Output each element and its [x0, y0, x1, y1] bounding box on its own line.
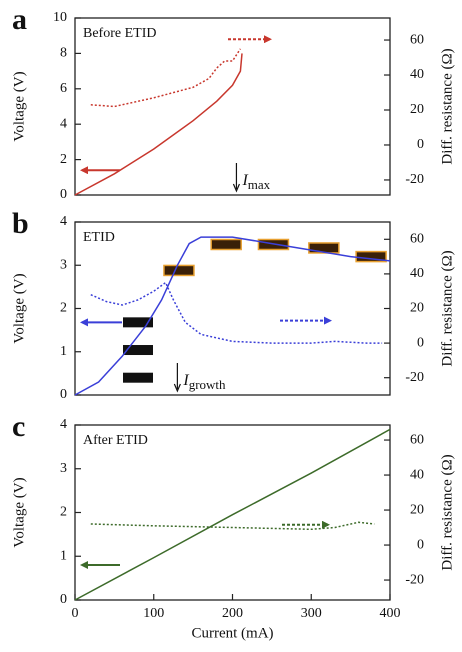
annotation-symbol: I: [241, 172, 248, 189]
data-line: [90, 521, 375, 531]
y-tick-label: 2: [60, 152, 67, 167]
y-axis-label: Voltage (V): [11, 273, 27, 343]
x-tick-label: 100: [143, 606, 164, 621]
data-line: [90, 48, 242, 108]
plot-frame: [74, 17, 391, 196]
y-tick-label: 4: [60, 116, 67, 131]
y-tick-label: 0: [60, 592, 67, 607]
y-tick-label: 6: [60, 81, 67, 96]
y-tick-label: 2: [60, 505, 67, 520]
panel-title: ETID: [83, 230, 115, 245]
y2-tick-label: 20: [410, 301, 424, 316]
y-tick-label: 4: [60, 417, 67, 432]
y2-tick-label: 0: [417, 137, 424, 152]
y2-tick-label: 60: [410, 32, 424, 47]
y-axis-label: Voltage (V): [11, 71, 27, 141]
y2-tick-label: 40: [410, 266, 424, 281]
annotation: Imax: [241, 172, 270, 192]
x-axis-label: Current (mA): [191, 625, 273, 641]
y2-axis-label: Diff. resistance (Ω): [439, 48, 455, 164]
y2-tick-label: -20: [405, 370, 424, 385]
panel-label: a: [12, 3, 27, 36]
annotation-arrow-head: [173, 383, 181, 393]
y2-tick-label: 40: [410, 467, 424, 482]
inset-image: [163, 264, 195, 277]
x-tick-label: 300: [301, 606, 322, 621]
panel-label: b: [12, 207, 29, 240]
y-tick-label: 0: [60, 387, 67, 402]
inset-image: [123, 345, 153, 356]
y2-tick-label: 60: [410, 432, 424, 447]
x-tick-label: 400: [380, 606, 401, 621]
data-line: [74, 53, 243, 196]
x-tick-label: 0: [72, 606, 79, 621]
y-tick-label: 3: [60, 461, 67, 476]
y2-axis-label: Diff. resistance (Ω): [439, 250, 455, 366]
inset-image: [210, 238, 242, 251]
y-tick-label: 1: [60, 548, 67, 563]
y2-tick-label: 20: [410, 502, 424, 517]
panel-title: Before ETID: [83, 26, 156, 41]
y-axis-label: Voltage (V): [11, 477, 27, 547]
x-tick-label: 200: [222, 606, 243, 621]
annotation: Igrowth: [182, 372, 226, 392]
y2-tick-label: -20: [405, 572, 424, 587]
annotation-subscript: max: [248, 177, 271, 192]
y2-tick-label: 0: [417, 335, 424, 350]
inset-image: [123, 372, 153, 383]
data-line: [90, 281, 383, 344]
y-tick-label: 4: [60, 214, 67, 229]
y-tick-label: 1: [60, 344, 67, 359]
annotation-arrow-head: [232, 183, 240, 193]
inset-image: [308, 242, 340, 254]
data-line: [74, 428, 391, 601]
annotation-symbol: I: [182, 372, 189, 389]
panel-title: After ETID: [83, 433, 148, 448]
panel-label: c: [12, 410, 25, 443]
data-line: [74, 236, 391, 396]
y-tick-label: 2: [60, 301, 67, 316]
y-tick-label: 8: [60, 46, 67, 61]
annotation-subscript: growth: [189, 377, 226, 392]
y2-tick-label: 60: [410, 232, 424, 247]
y2-tick-label: -20: [405, 172, 424, 187]
y2-tick-label: 40: [410, 67, 424, 82]
y-tick-label: 3: [60, 257, 67, 272]
y2-tick-label: 20: [410, 102, 424, 117]
y-tick-label: 0: [60, 187, 67, 202]
y2-tick-label: 0: [417, 537, 424, 552]
y-tick-label: 10: [53, 10, 67, 25]
inset-image: [123, 317, 153, 328]
y2-axis-label: Diff. resistance (Ω): [439, 454, 455, 570]
